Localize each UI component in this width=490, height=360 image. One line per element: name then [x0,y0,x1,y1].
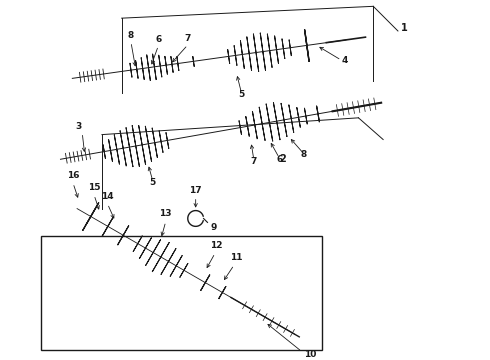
Text: 16: 16 [67,171,79,180]
Text: 3: 3 [75,122,81,131]
Bar [41,236,322,350]
Text: 14: 14 [101,192,114,201]
Text: 2: 2 [279,154,286,164]
Text: 5: 5 [238,90,245,99]
Text: 6: 6 [276,155,282,164]
Text: 11: 11 [230,253,243,262]
Text: 7: 7 [251,157,257,166]
Text: 5: 5 [150,178,156,187]
Text: 6: 6 [155,35,162,44]
Text: 1: 1 [401,23,408,33]
Text: 4: 4 [341,56,347,65]
Text: 8: 8 [128,31,134,40]
Text: 12: 12 [210,241,222,250]
Text: 13: 13 [160,210,172,219]
Text: 10: 10 [304,350,316,359]
Text: 15: 15 [88,183,100,192]
Text: 9: 9 [210,223,217,232]
Text: 17: 17 [189,186,202,195]
Text: 7: 7 [185,34,191,43]
Text: 8: 8 [300,150,307,159]
